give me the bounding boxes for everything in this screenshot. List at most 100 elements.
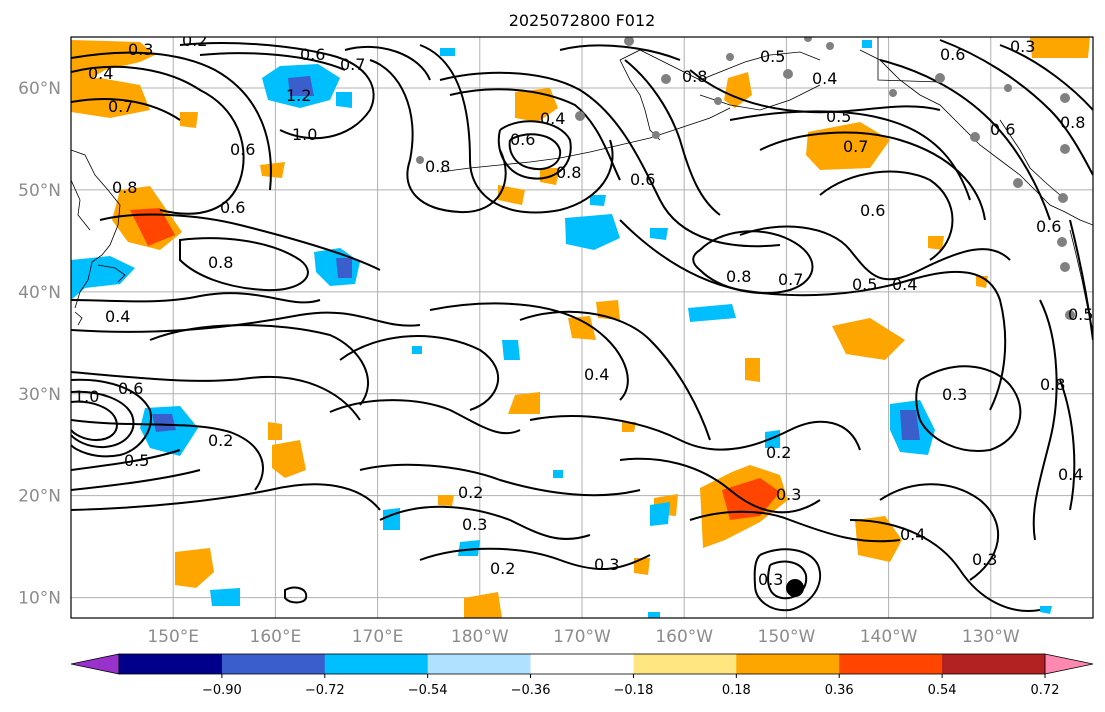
contour-label: 0.2 (208, 431, 233, 450)
negative-anomaly-patches (71, 40, 1052, 618)
longitude-tick-label: 130°W (962, 627, 1020, 647)
latitude-tick-label: 50°N (18, 181, 61, 201)
contour-label: 0.4 (812, 69, 837, 88)
contour-label: 0.6 (940, 45, 965, 64)
contour-label: 1.0 (292, 125, 317, 144)
contour-label: 0.8 (425, 157, 450, 176)
contour-label: 0.8 (682, 67, 707, 86)
contour-label: 0.7 (843, 137, 868, 156)
colorbar-bin (324, 654, 429, 674)
colorbar-bin (530, 654, 634, 674)
contour-label: 0.3 (776, 485, 801, 504)
contour-label: 0.4 (892, 275, 917, 294)
longitude-tick-label: 160°E (250, 627, 302, 647)
longitude-tick-label: 170°W (553, 627, 611, 647)
latitude-tick-label: 40°N (18, 283, 61, 303)
contour-label: 1.0 (74, 387, 99, 406)
coastlines (71, 37, 1093, 331)
contour-label: 0.4 (900, 525, 925, 544)
contour-label: 0.6 (220, 198, 245, 217)
longitude-tick-label: 150°W (758, 627, 816, 647)
contour-label: 0.7 (340, 55, 365, 74)
contour-label: 0.2 (458, 483, 483, 502)
colorbar-tick-label: 0.72 (1031, 683, 1060, 698)
contour-label: 0.8 (726, 267, 751, 286)
contour-label: 0.3 (758, 570, 783, 589)
contour-label: 0.6 (990, 120, 1015, 139)
tropical-cyclone-marker (786, 579, 804, 597)
contour-label: 0.6 (630, 170, 655, 189)
contour-label: 0.5 (852, 275, 877, 294)
colorbar-bin (942, 654, 1046, 674)
positive-anomaly-patches (71, 37, 1090, 618)
contour-label: 0.6 (230, 140, 255, 159)
contour-label: 0.3 (594, 555, 619, 574)
contour-label: 0.2 (182, 31, 207, 50)
contour-label: 0.8 (112, 178, 137, 197)
longitude-labels: 150°E 160°E 170°E 180°W 170°W 160°W 150°W 140°W… (147, 627, 1020, 647)
colorbar-bin (221, 654, 326, 674)
contour-label: 0.4 (540, 109, 565, 128)
contour-label: 0.5 (124, 451, 149, 470)
colorbar-max-extend (1044, 653, 1094, 675)
contour-label: 0.6 (1036, 217, 1061, 236)
contour-label: 0.4 (1058, 465, 1083, 484)
colorbar-bin (119, 654, 223, 674)
contour-label: 0.5 (760, 47, 785, 66)
longitude-tick-label: 170°E (352, 627, 404, 647)
colorbar-tick-label: −0.18 (614, 683, 654, 698)
latitude-tick-label: 20°N (18, 487, 61, 507)
map-area: 0.3 0.2 0.4 0.7 0.6 0.7 1.2 1.0 0.6 0.8 … (70, 31, 1094, 619)
colorbar-tick-label: 0.36 (825, 683, 854, 698)
colorbar-tick-label: −0.72 (305, 683, 345, 698)
map-frame (70, 36, 1094, 619)
contour-label: 0.8 (556, 163, 581, 182)
colorbar-bin (839, 654, 943, 674)
colorbar-min-extend (70, 653, 120, 675)
contour-label: 1.2 (286, 86, 311, 105)
contour-label: 0.3 (942, 385, 967, 404)
colorbar: −0.90 −0.72 −0.54 −0.36 −0.18 0.18 0.36 0.54 0.7… (70, 653, 1094, 698)
contour-label: 0.4 (584, 365, 609, 384)
contour-label: 0.2 (490, 559, 515, 578)
colorbar-tick-label: −0.54 (408, 683, 448, 698)
latitude-labels: 10°N 20°N 30°N 40°N 50°N 60°N (18, 79, 61, 609)
contour-label: 0.3 (972, 550, 997, 569)
contour-label: 0.3 (128, 40, 153, 59)
contour-label: 0.6 (860, 201, 885, 220)
contour-label: 0.6 (300, 45, 325, 64)
colorbar-frame (118, 653, 1046, 675)
contour-label: 0.6 (118, 379, 143, 398)
colorbar-tick-label: 0.54 (928, 683, 957, 698)
longitude-tick-label: 180°W (451, 627, 509, 647)
contour-label: 0.2 (766, 443, 791, 462)
latitude-tick-label: 30°N (18, 385, 61, 405)
colorbar-bin (736, 654, 840, 674)
contour-label: 0.3 (462, 515, 487, 534)
latitude-tick-label: 60°N (18, 79, 61, 99)
station-markers (416, 37, 1075, 320)
contour-label: 0.3 (1010, 37, 1035, 56)
contour-label: 0.6 (510, 130, 535, 149)
contour-label: 0.4 (88, 64, 113, 83)
contour-label: 0.5 (826, 107, 851, 126)
contour-label: 0.7 (108, 97, 133, 116)
contour-label: 0.8 (1060, 113, 1085, 132)
contour-label: 0.7 (778, 270, 803, 289)
contour-label: 0.8 (1040, 375, 1065, 394)
longitude-tick-label: 160°W (655, 627, 713, 647)
contour-label: 0.4 (105, 307, 130, 326)
map-title: 2025072800 F012 (509, 11, 656, 30)
longitude-tick-label: 140°W (860, 627, 918, 647)
contour-label-group: 0.3 0.2 0.4 0.7 0.6 0.7 1.2 1.0 0.6 0.8 … (74, 31, 1093, 589)
colorbar-bin (633, 654, 737, 674)
colorbar-bin (427, 654, 532, 674)
longitude-tick-label: 150°E (147, 627, 199, 647)
contour-label: 0.5 (1068, 305, 1093, 324)
contour-lines (71, 39, 1093, 612)
colorbar-tick-label: −0.90 (202, 683, 242, 698)
colorbar-tick-label: 0.18 (722, 683, 751, 698)
latitude-tick-label: 10°N (18, 589, 61, 609)
colorbar-tick-label: −0.36 (511, 683, 551, 698)
